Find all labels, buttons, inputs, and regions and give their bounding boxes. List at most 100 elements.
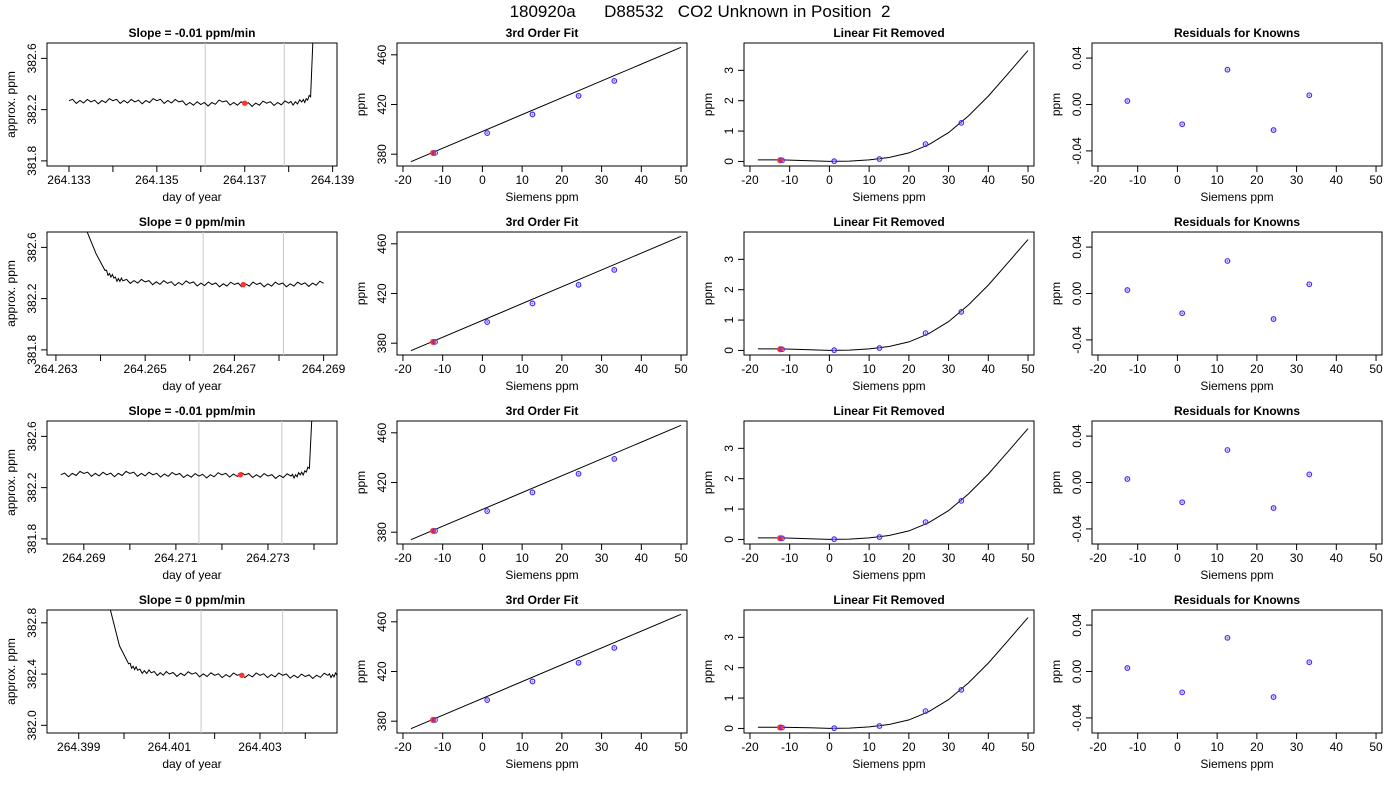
- y-tick-label: -0.04: [1070, 515, 1084, 543]
- average-marker: [237, 472, 244, 478]
- y-tick-label: 420: [375, 472, 389, 492]
- y-tick-label: 382.2: [25, 94, 39, 124]
- x-tick-label: 264.271: [154, 551, 198, 565]
- y-tick-label: 420: [375, 283, 389, 303]
- x-axis-label: Siemens ppm: [1200, 379, 1273, 393]
- panel-title: Linear Fit Removed: [833, 593, 944, 607]
- known-standard-point-center: [613, 79, 616, 82]
- panel-title: Slope = 0 ppm/min: [139, 593, 245, 607]
- y-tick-label: 2: [722, 664, 736, 671]
- fit-curve: [410, 613, 682, 730]
- plot-frame: [46, 420, 338, 545]
- known-standard-point: [1124, 287, 1131, 293]
- known-standard-point-center: [1126, 100, 1129, 103]
- known-standard-point-center: [960, 688, 963, 691]
- x-axis-label: day of year: [162, 190, 221, 204]
- y-axis-label: ppm: [354, 660, 368, 683]
- known-standard-point-center: [613, 268, 616, 271]
- known-standard-point: [1306, 659, 1313, 666]
- panel-1-3: Residuals for Knowns -20 -10 0 10 20 30 40 50 -0.…: [1049, 215, 1383, 393]
- y-tick-label: 1: [722, 127, 736, 134]
- known-standard-point-center: [1226, 68, 1229, 71]
- x-axis-label: Siemens ppm: [505, 379, 578, 393]
- known-standard-point: [958, 308, 965, 315]
- panel-0-2: Linear Fit Removed -20 -10 0 10 20 30 40 50 0 1 2 3 S…: [701, 26, 1035, 204]
- known-standard-point-center: [833, 727, 836, 730]
- x-tick-label: 50: [674, 362, 688, 376]
- x-tick-label: 264.139: [311, 173, 355, 187]
- x-tick-label: 30: [942, 740, 956, 754]
- y-axis-label: ppm: [701, 282, 715, 305]
- panel-1-2: Linear Fit Removed -20 -10 0 10 20 30 40 50 0 1 2 3 S…: [701, 215, 1035, 393]
- x-tick-label: -20: [394, 740, 412, 754]
- x-tick-label: 20: [902, 551, 916, 565]
- x-tick-label: 20: [555, 740, 569, 754]
- known-standard-point: [529, 489, 536, 496]
- x-axis-label: day of year: [162, 757, 221, 771]
- known-standard-point: [1224, 258, 1231, 264]
- known-standard-point-center: [1181, 691, 1184, 694]
- panel-title: Residuals for Knowns: [1174, 215, 1300, 229]
- panel-1-1: 3rd Order Fit -20 -10 0 10 20 30 40 50 380 420 460 S…: [354, 215, 688, 393]
- y-tick-label: 0: [722, 158, 736, 165]
- known-standard-point-center: [878, 158, 881, 161]
- known-standard-point: [484, 508, 491, 514]
- x-tick-label: 20: [1250, 173, 1264, 187]
- y-axis-label: ppm: [354, 282, 368, 305]
- x-tick-label: -10: [434, 362, 452, 376]
- panel-0-3: Residuals for Knowns -20 -10 0 10 20 30 40 50 -0.…: [1049, 26, 1383, 204]
- panel-title: Slope = -0.01 ppm/min: [128, 404, 255, 418]
- x-tick-label: 20: [555, 551, 569, 565]
- x-tick-label: 10: [1210, 362, 1224, 376]
- y-tick-label: 1: [722, 505, 736, 512]
- y-tick-label: 382.2: [25, 472, 39, 502]
- x-tick-label: 40: [1330, 740, 1344, 754]
- data-layer: [410, 424, 682, 541]
- x-tick-label: 20: [1250, 551, 1264, 565]
- known-standard-point-center: [1308, 473, 1311, 476]
- known-standard-point: [1270, 316, 1277, 322]
- known-standard-point-center: [1308, 94, 1311, 97]
- panel-0-1: 3rd Order Fit -20 -10 0 10 20 30 40 50 380 420 460 S…: [354, 26, 688, 204]
- panel-title: Residuals for Knowns: [1174, 26, 1300, 40]
- known-standard-point: [876, 534, 883, 540]
- x-tick-label: 10: [515, 362, 529, 376]
- x-tick-label: -10: [781, 740, 799, 754]
- x-tick-label: 40: [635, 362, 649, 376]
- y-axis-label: approx. ppm: [4, 71, 18, 138]
- data-layer: [757, 428, 1029, 543]
- y-axis-label: ppm: [354, 93, 368, 116]
- x-tick-label: 50: [1369, 551, 1383, 565]
- x-tick-label: 30: [1290, 551, 1304, 565]
- known-standard-point: [1270, 127, 1277, 133]
- y-tick-label: 0.00: [1070, 659, 1084, 683]
- fit-curve: [410, 424, 682, 541]
- y-tick-label: 420: [375, 661, 389, 681]
- concentration-trace: [68, 43, 314, 108]
- x-tick-label: -20: [394, 173, 412, 187]
- known-standard-point: [1224, 66, 1231, 73]
- known-standard-point: [922, 141, 929, 148]
- x-tick-label: 40: [635, 740, 649, 754]
- x-tick-label: 264.135: [135, 173, 179, 187]
- y-axis-label: ppm: [1049, 93, 1063, 116]
- y-axis-label: ppm: [1049, 660, 1063, 683]
- x-tick-label: 40: [982, 173, 996, 187]
- plot-frame: [743, 609, 1035, 734]
- x-tick-label: -10: [434, 551, 452, 565]
- panel-3-3: Residuals for Knowns -20 -10 0 10 20 30 40 50 -0.…: [1049, 593, 1383, 771]
- y-tick-label: 0.04: [1070, 613, 1084, 637]
- x-tick-label: 0: [479, 740, 486, 754]
- x-tick-label: 40: [982, 740, 996, 754]
- known-standard-point-center: [1308, 283, 1311, 286]
- x-tick-label: 30: [1290, 173, 1304, 187]
- y-tick-label: 382.0: [25, 710, 39, 740]
- plot-frame: [743, 42, 1035, 167]
- x-tick-label: -20: [741, 173, 759, 187]
- unknown-sample-ring: [432, 339, 438, 345]
- known-standard-point: [1124, 476, 1131, 482]
- panel-title: Linear Fit Removed: [833, 404, 944, 418]
- x-tick-label: 0: [826, 173, 833, 187]
- fit-curve: [757, 239, 1029, 351]
- known-standard-point: [958, 497, 965, 504]
